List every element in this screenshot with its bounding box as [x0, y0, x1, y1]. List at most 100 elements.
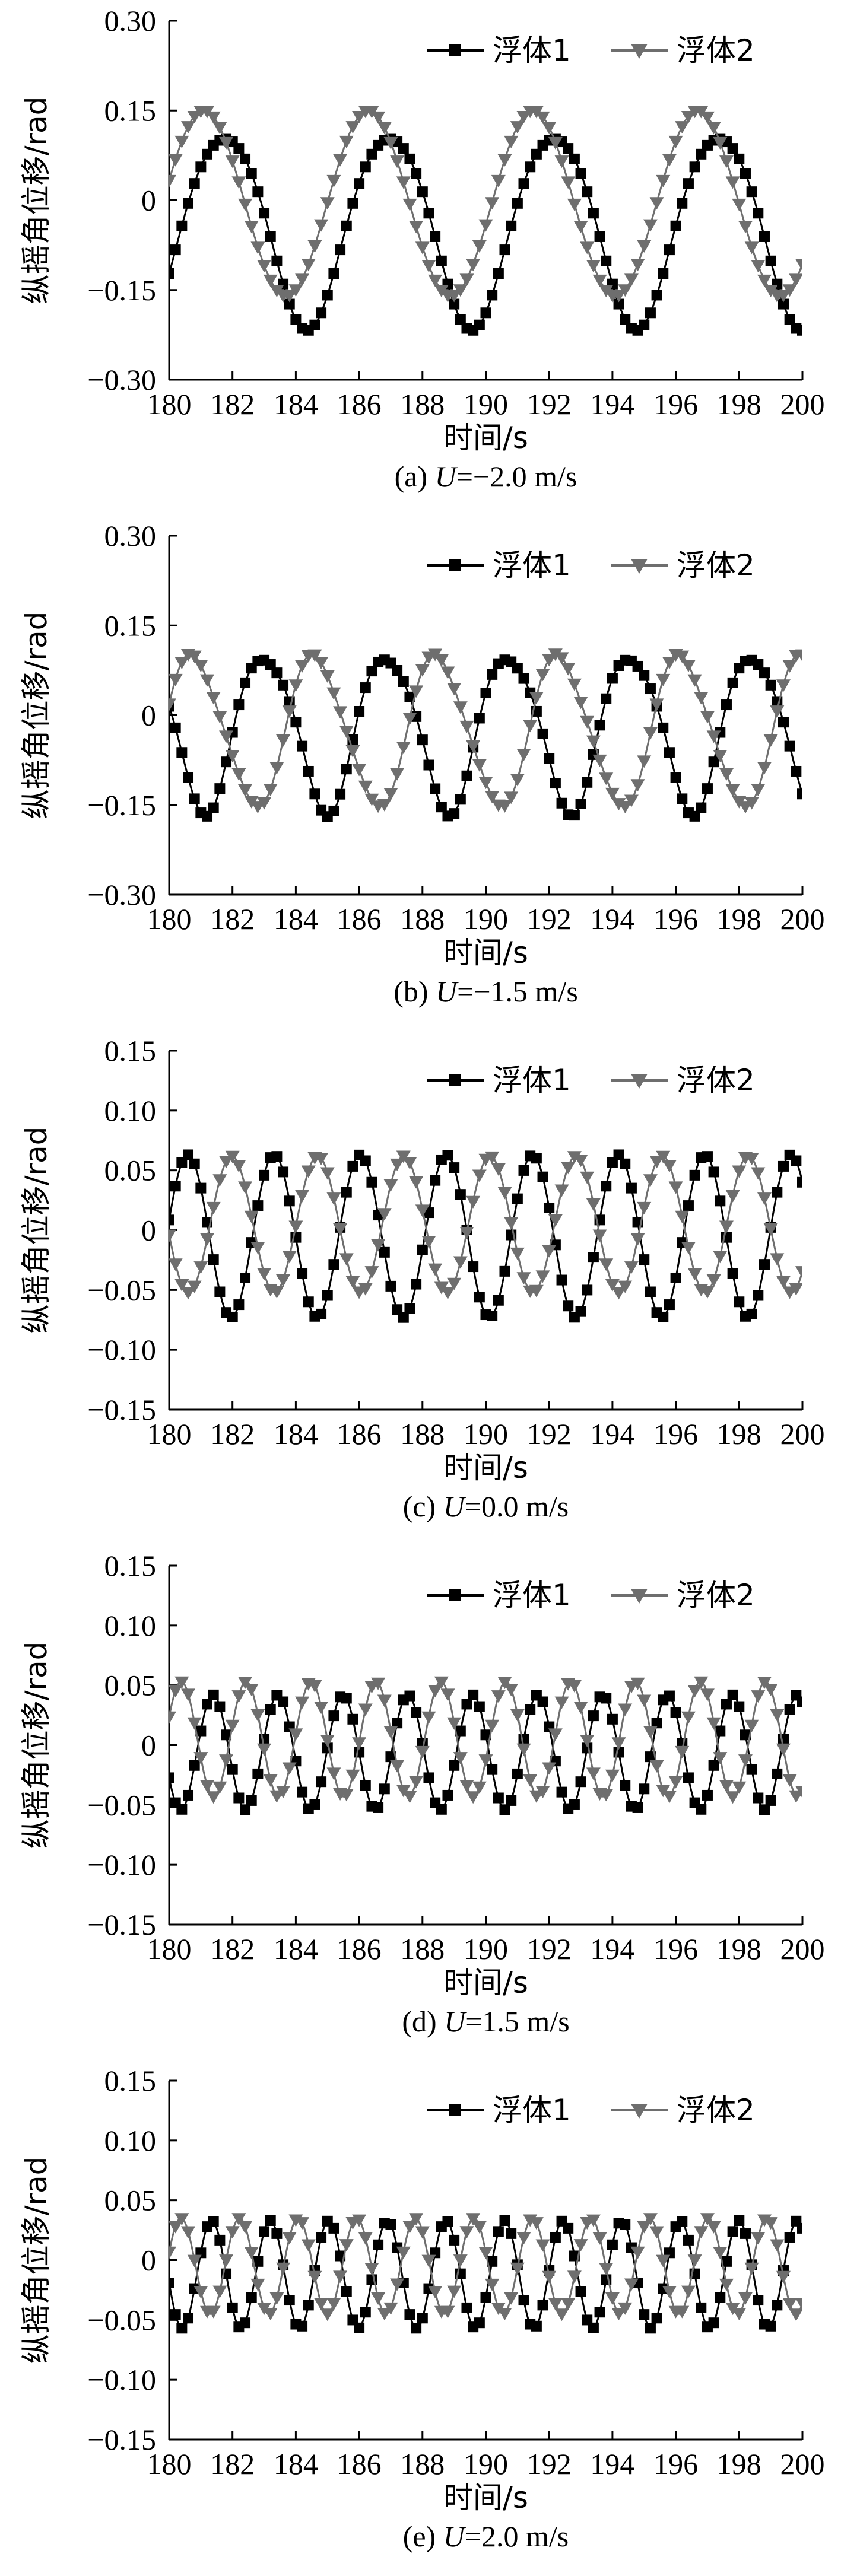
- data-point-triangle: [618, 1280, 633, 1293]
- caption-value: =0.0 m/s: [465, 1490, 569, 1523]
- data-point-triangle: [466, 1195, 481, 1209]
- series-2: [169, 1676, 802, 1804]
- data-point-square: [214, 783, 226, 794]
- data-point-square: [601, 1181, 612, 1192]
- data-point-square: [544, 753, 555, 764]
- data-point-triangle: [643, 219, 658, 232]
- y-axis-label: 纵摇角位移/rad: [19, 1642, 53, 1849]
- data-point-triangle: [390, 1760, 405, 1773]
- data-point-square: [487, 290, 498, 301]
- data-point-square: [563, 1300, 574, 1312]
- data-point-square: [328, 1710, 339, 1722]
- data-point-triangle: [169, 1711, 176, 1724]
- data-point-triangle: [402, 198, 417, 211]
- data-point-triangle: [263, 274, 278, 287]
- data-point-square: [449, 1162, 460, 1173]
- data-point-square: [474, 319, 485, 330]
- x-tick-label: 198: [717, 2447, 761, 2480]
- data-point-square: [189, 1760, 200, 1771]
- y-tick-label: 0: [141, 1214, 156, 1247]
- data-point-square: [202, 148, 213, 160]
- data-point-square: [233, 1792, 245, 1804]
- data-point-triangle: [193, 1261, 208, 1274]
- x-tick-label: 192: [527, 387, 572, 421]
- legend-marker-square: [449, 2104, 461, 2116]
- data-point-square: [493, 1295, 504, 1306]
- data-point-square: [594, 2307, 605, 2318]
- data-point-square: [461, 770, 472, 781]
- data-point-square: [550, 778, 561, 789]
- data-point-triangle: [675, 1745, 690, 1758]
- y-tick-label: −0.10: [87, 1333, 156, 1366]
- data-point-triangle: [212, 1174, 227, 1187]
- data-point-square: [556, 797, 567, 809]
- data-point-square: [759, 1804, 770, 1815]
- data-point-square: [252, 1768, 264, 1779]
- data-point-triangle: [295, 660, 310, 673]
- data-point-square: [417, 186, 428, 198]
- data-point-square: [727, 1268, 738, 1279]
- data-point-triangle: [516, 748, 531, 761]
- data-point-triangle: [675, 1210, 690, 1223]
- legend-marker-square: [449, 44, 461, 56]
- y-tick-label: −0.05: [87, 1273, 156, 1306]
- data-point-square: [246, 1795, 257, 1806]
- data-point-triangle: [573, 1155, 588, 1168]
- data-point-square: [297, 2320, 308, 2332]
- data-point-square: [360, 682, 371, 694]
- y-tick-label: −0.30: [87, 363, 156, 396]
- data-point-triangle: [352, 1737, 367, 1750]
- data-point-triangle: [320, 670, 335, 683]
- data-point-square: [791, 1155, 802, 1166]
- series-2: [169, 1150, 802, 1300]
- data-point-square: [385, 1280, 396, 1292]
- data-point-square: [183, 198, 194, 209]
- data-point-square: [221, 756, 232, 768]
- data-point-triangle: [282, 1762, 297, 1775]
- data-point-triangle: [504, 1684, 519, 1697]
- data-point-square: [347, 198, 358, 209]
- data-point-triangle: [244, 2247, 259, 2260]
- series-line: [169, 138, 802, 332]
- data-point-square: [449, 2234, 460, 2246]
- data-point-square: [240, 153, 251, 164]
- data-point-triangle: [624, 794, 639, 807]
- data-point-triangle: [649, 698, 664, 711]
- data-point-triangle: [719, 1220, 734, 1233]
- data-point-triangle: [510, 1709, 525, 1722]
- data-point-square: [259, 1169, 270, 1181]
- data-point-triangle: [466, 2213, 481, 2226]
- data-point-triangle: [535, 1270, 550, 1283]
- x-tick-label: 190: [464, 2447, 508, 2480]
- data-point-square: [189, 793, 200, 804]
- data-point-square: [417, 734, 428, 746]
- data-point-triangle: [447, 1277, 462, 1290]
- x-tick-label: 188: [400, 387, 445, 421]
- data-point-square: [531, 2320, 542, 2332]
- data-point-square: [772, 1768, 783, 1779]
- data-point-triangle: [269, 2292, 284, 2305]
- data-point-square: [227, 1311, 238, 1322]
- data-point-square: [189, 1158, 200, 1169]
- data-point-triangle: [301, 259, 316, 272]
- data-point-triangle: [193, 660, 208, 673]
- x-tick-label: 186: [337, 902, 382, 936]
- data-point-triangle: [377, 122, 392, 135]
- y-tick-label: 0.15: [104, 1549, 157, 1582]
- data-point-triangle: [169, 1258, 183, 1271]
- data-point-square: [461, 2302, 472, 2313]
- data-point-triangle: [630, 2246, 645, 2259]
- y-tick-label: −0.15: [87, 1908, 156, 1941]
- data-point-square: [645, 2323, 656, 2334]
- data-point-square: [537, 2300, 548, 2311]
- data-point-triangle: [244, 221, 259, 234]
- data-point-triangle: [789, 1283, 802, 1296]
- data-point-square: [727, 1689, 738, 1700]
- data-point-square: [708, 1166, 719, 1178]
- data-point-triangle: [402, 2221, 417, 2234]
- x-tick-label: 184: [274, 1932, 318, 1966]
- data-point-triangle: [694, 2226, 709, 2239]
- data-point-triangle: [333, 706, 348, 719]
- x-tick-label: 180: [147, 2447, 192, 2480]
- data-point-square: [417, 1244, 428, 1255]
